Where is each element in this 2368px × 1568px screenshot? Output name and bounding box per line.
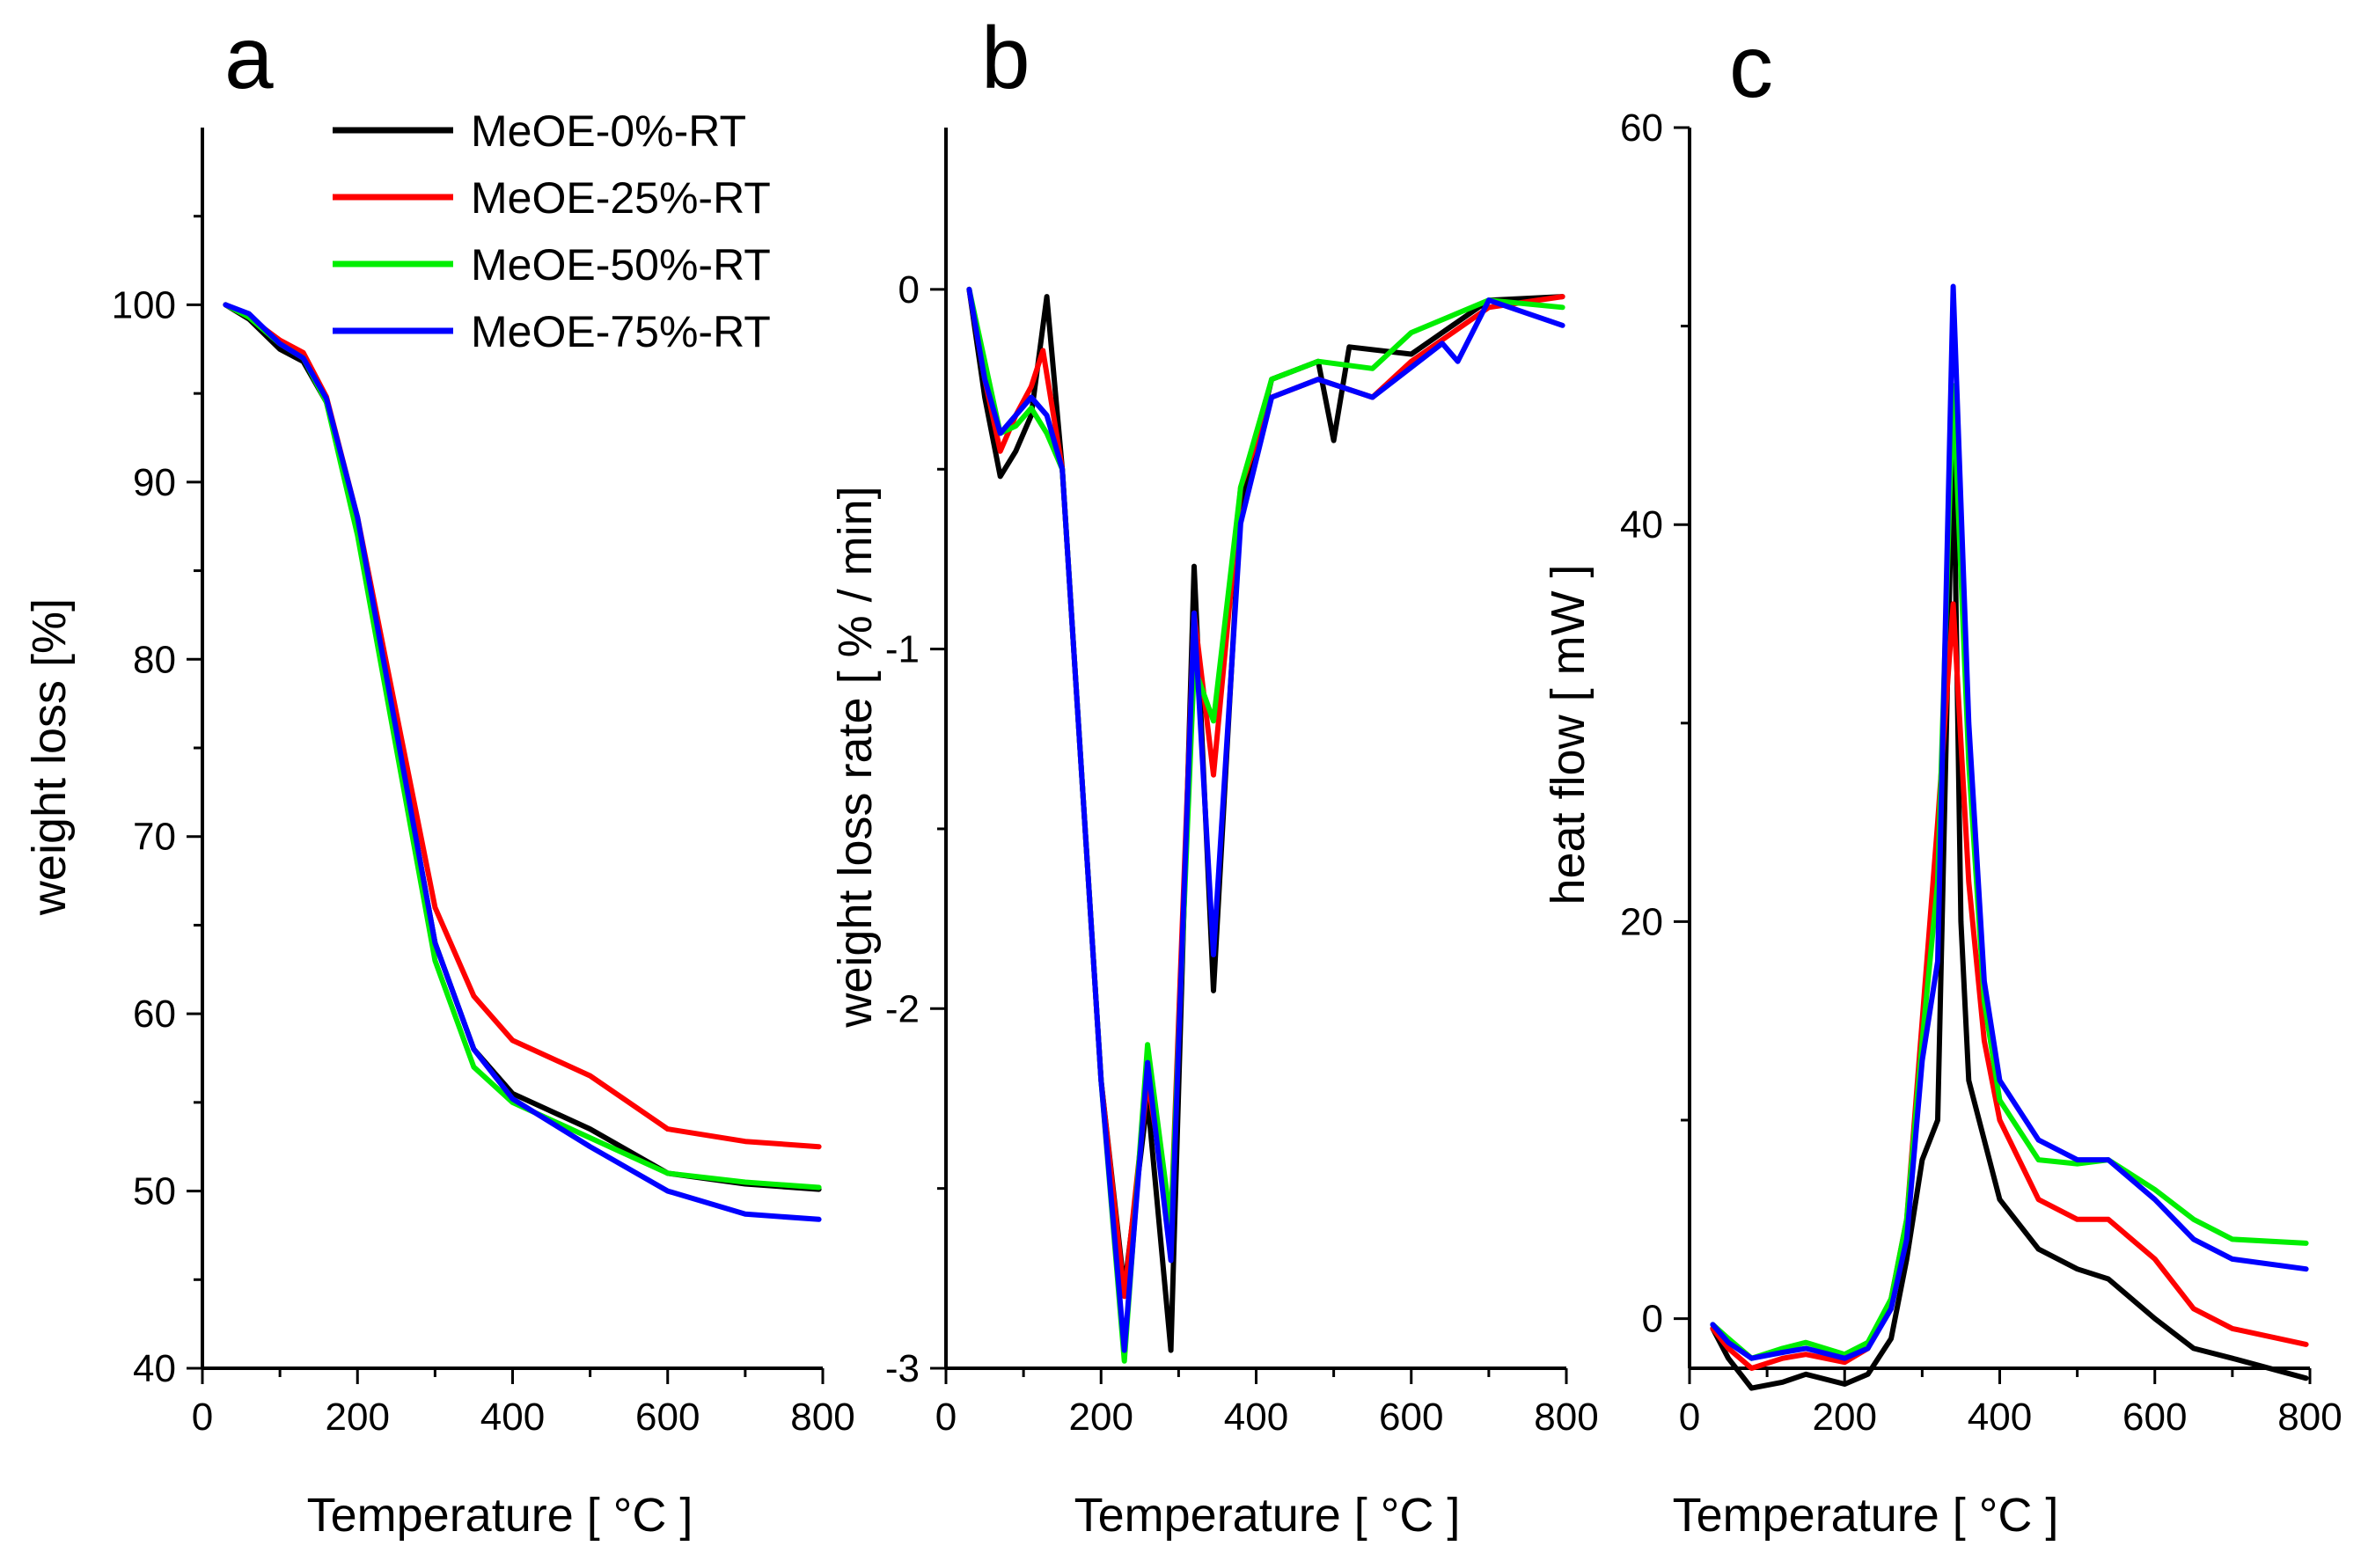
legend-label: MeOE-25%-RT: [471, 173, 771, 223]
panel-b-x-tick-label: 400: [1224, 1396, 1288, 1439]
panel-b-series-meoe-75-rt: [966, 286, 1565, 1353]
legend: MeOE-0%-RT MeOE-25%-RT MeOE-50%-RT MeOE-75%…: [333, 106, 771, 356]
panel-a-x-tick-label: 400: [480, 1396, 545, 1439]
panel-b-series-meoe-25-rt: [966, 286, 1565, 1300]
panel-c-x-tick-label: 800: [2277, 1396, 2342, 1439]
panel-a-x-tick-label: 200: [326, 1396, 390, 1439]
panel-a-x-axis-label: Temperature [ °C ]: [307, 1489, 693, 1542]
panel-c-x-tick-label: 0: [1679, 1396, 1700, 1439]
panel-c-series-meoe-75-rt: [1710, 283, 2309, 1361]
panel-a-x-tick-label: 600: [635, 1396, 700, 1439]
panel-a-y-tick-label: 50: [133, 1170, 176, 1213]
panel-c-y-tick-label: 40: [1620, 503, 1663, 546]
panel-a-series-meoe-25-rt: [223, 302, 822, 1150]
panel-b: b 0 200 400 600 800 -3 -2 -1 0 Temperature [ °C …: [829, 9, 1599, 1542]
panel-c-x-tick-label: 200: [1813, 1396, 1877, 1439]
panel-a-y-tick-label: 90: [133, 461, 176, 504]
panel-c-plot-area: 0 200 400 600 800 0 20 40 60: [1620, 106, 2342, 1439]
panel-letter-a: a: [224, 9, 274, 107]
panel-c-x-axis-label: Temperature [ °C ]: [1673, 1489, 2059, 1542]
panel-b-x-tick-label: 0: [935, 1396, 957, 1439]
panel-b-series-meoe-50-rt: [966, 286, 1565, 1364]
panel-b-y-tick-label: -2: [885, 987, 920, 1030]
panel-b-plot-area: 0 200 400 600 800 -3 -2 -1 0: [885, 128, 1599, 1439]
panel-a-plot-area: 0 200 400 600 800 40 50 60 70 80 90 100: [112, 128, 855, 1439]
panel-c-series-meoe-0-rt: [1710, 422, 2309, 1391]
panel-c-x-tick-label: 600: [2122, 1396, 2187, 1439]
panel-letter-b: b: [981, 9, 1030, 107]
panel-c-y-axis-label: heat flow [ mW ]: [1542, 564, 1595, 905]
legend-label: MeOE-50%-RT: [471, 240, 771, 289]
panel-b-x-tick-label: 200: [1069, 1396, 1133, 1439]
panel-c-y-tick-label: 20: [1620, 900, 1663, 943]
panel-a-y-tick-label: 40: [133, 1347, 176, 1390]
panel-letter-c: c: [1729, 18, 1773, 116]
legend-label: MeOE-75%-RT: [471, 307, 771, 356]
panel-a-y-tick-label: 60: [133, 993, 176, 1036]
legend-label: MeOE-0%-RT: [471, 106, 746, 156]
panel-b-y-tick-label: -3: [885, 1347, 920, 1390]
panel-c-x-tick-label: 400: [1968, 1396, 2032, 1439]
panel-b-x-tick-label: 800: [1534, 1396, 1598, 1439]
panel-b-x-axis-label: Temperature [ °C ]: [1074, 1489, 1461, 1542]
panel-a-series-meoe-50-rt: [223, 302, 822, 1191]
panel-a-series-meoe-0-rt: [223, 302, 822, 1192]
panel-a-series-meoe-75-rt: [223, 302, 822, 1222]
panel-c-y-tick-label: 60: [1620, 106, 1663, 150]
panel-a: a 0 200 400 600 800 40 50 60 70 80 90 100 Temperatu…: [23, 9, 855, 1542]
panel-c-y-tick-label: 0: [1642, 1298, 1663, 1341]
panel-b-y-tick-label: 0: [898, 268, 920, 311]
panel-a-x-tick-label: 800: [790, 1396, 854, 1439]
panel-b-series-meoe-0-rt: [966, 286, 1565, 1353]
panel-a-y-tick-label: 80: [133, 638, 176, 681]
panel-c: c 0 200 400 600 800 0 20 40 60 Temperature [ °C …: [1542, 18, 2342, 1542]
panel-a-x-tick-label: 0: [192, 1396, 213, 1439]
panel-a-y-tick-label: 70: [133, 816, 176, 859]
panel-b-y-tick-label: -1: [885, 628, 920, 671]
panel-a-y-tick-label: 100: [112, 283, 176, 326]
panel-a-y-axis-label: weight loss [%]: [23, 598, 76, 916]
panel-b-x-tick-label: 600: [1379, 1396, 1443, 1439]
panel-b-y-axis-label: weight loss rate [ % / min]: [829, 486, 882, 1028]
